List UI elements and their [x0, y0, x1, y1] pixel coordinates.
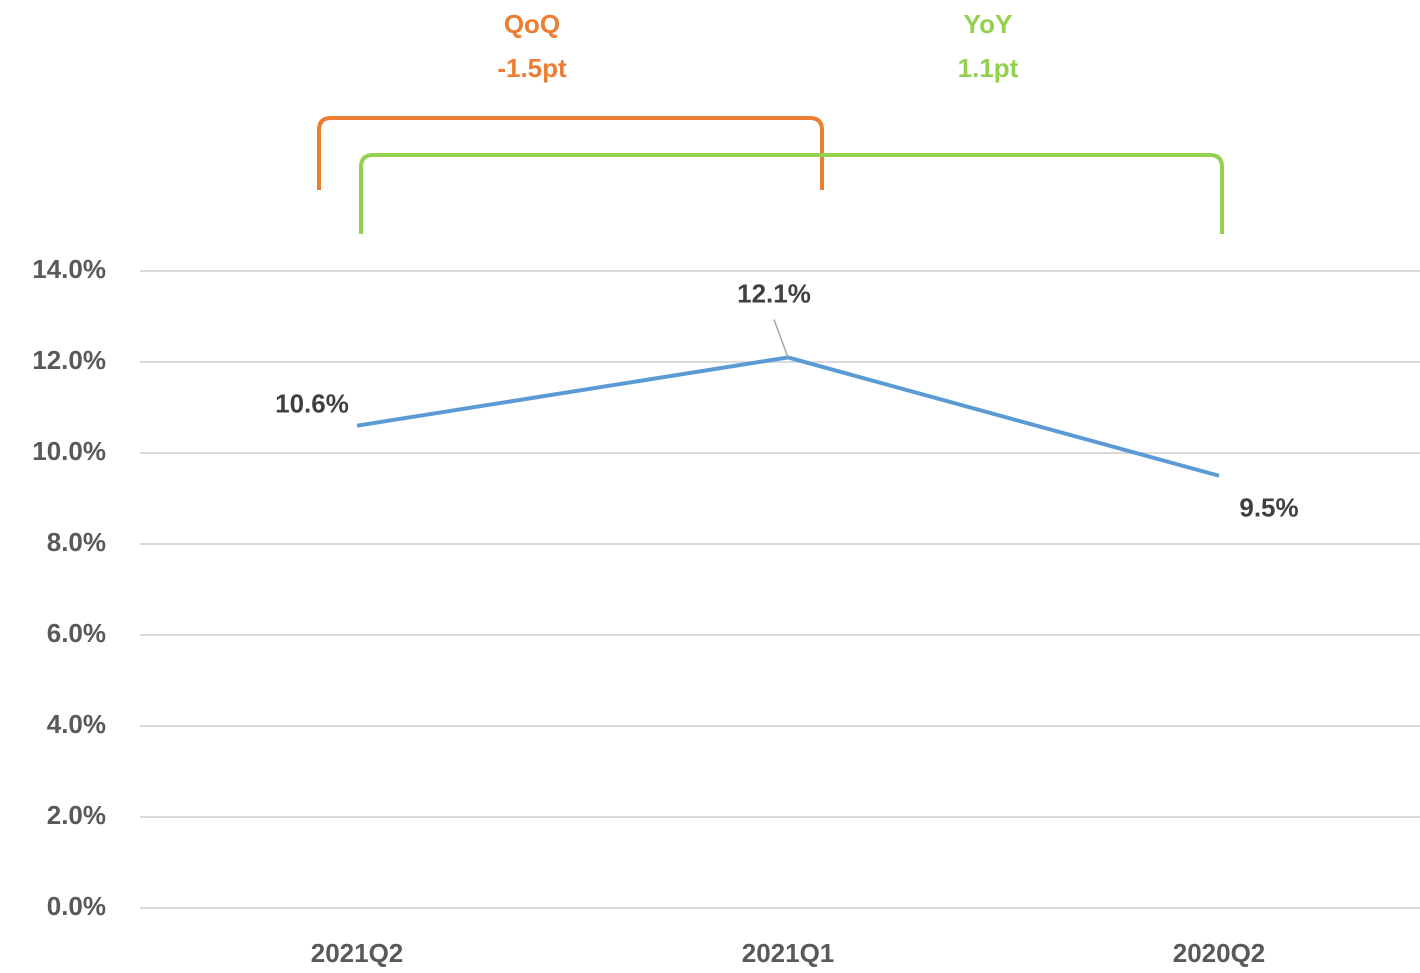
x-tick-label: 2020Q2	[1173, 938, 1266, 968]
line	[356, 355, 1220, 478]
annotation-title: QoQ	[504, 9, 560, 39]
y-tick-label: 2.0%	[47, 800, 106, 830]
x-tick-label: 2021Q1	[742, 938, 835, 968]
x-tick-label: 2021Q2	[311, 938, 404, 968]
data-label: 9.5%	[1239, 493, 1298, 523]
y-tick-label: 8.0%	[47, 527, 106, 557]
annotation-title: YoY	[964, 9, 1013, 39]
data-label: 12.1%	[737, 278, 811, 308]
bracket	[359, 153, 1224, 234]
y-tick-label: 10.0%	[32, 436, 106, 466]
y-tick-label: 14.0%	[32, 254, 106, 284]
y-tick-label: 4.0%	[47, 709, 106, 739]
y-tick-label: 6.0%	[47, 618, 106, 648]
annotation-text: 1.1pt	[958, 53, 1019, 83]
annotation-text: -1.5pt	[497, 53, 567, 83]
bracket	[317, 116, 824, 190]
y-tick-label: 12.0%	[32, 345, 106, 375]
leader-line	[773, 319, 789, 358]
y-tick-label: 0.0%	[47, 891, 106, 921]
data-label: 10.6%	[275, 389, 349, 419]
